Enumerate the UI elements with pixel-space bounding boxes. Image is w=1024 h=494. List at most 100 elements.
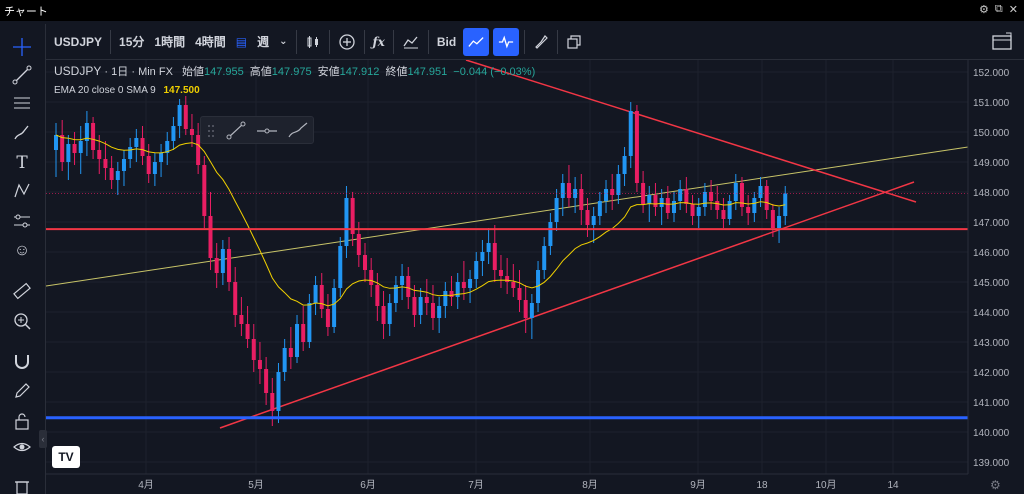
brush-icon[interactable] bbox=[528, 28, 554, 56]
fullscreen-icon[interactable] bbox=[986, 28, 1018, 56]
time-axis[interactable]: 4月 5月 6月 7月 8月 9月 18 10月 14 ⚙ bbox=[46, 473, 1024, 494]
price-axis-bg bbox=[968, 60, 1024, 494]
candle-body bbox=[455, 282, 460, 297]
pattern-icon[interactable] bbox=[11, 180, 33, 202]
lock-icon[interactable] bbox=[11, 410, 33, 432]
drag-handle-icon[interactable] bbox=[208, 125, 214, 137]
time-axis-bg bbox=[46, 474, 1024, 494]
ema-line bbox=[55, 134, 786, 307]
toolbar-divider bbox=[557, 29, 559, 54]
candle-body bbox=[84, 123, 89, 141]
forecast-icon[interactable] bbox=[11, 210, 33, 232]
candle-body bbox=[610, 189, 615, 195]
candle-body bbox=[288, 348, 293, 357]
candle-body bbox=[325, 309, 330, 327]
candle-body bbox=[480, 252, 485, 261]
pulse-icon[interactable] bbox=[493, 27, 520, 56]
candle-body bbox=[727, 201, 732, 219]
indicators-fx-icon[interactable]: ƒx bbox=[372, 34, 385, 49]
candle-body bbox=[498, 270, 503, 276]
interval-15m-button[interactable]: 15分 bbox=[119, 35, 145, 49]
trash-icon[interactable] bbox=[11, 476, 33, 494]
candle-body bbox=[121, 159, 126, 171]
crosshair-icon[interactable] bbox=[11, 36, 33, 58]
horizontal-ray-icon[interactable] bbox=[257, 128, 277, 134]
ruler-icon[interactable] bbox=[11, 280, 33, 302]
fib-icon[interactable] bbox=[11, 92, 33, 114]
candle-body bbox=[171, 126, 176, 141]
zoom-in-icon[interactable] bbox=[11, 310, 33, 332]
indicator-value: 147.500 bbox=[163, 85, 200, 96]
candle-body bbox=[672, 201, 676, 213]
magnet-icon[interactable] bbox=[11, 350, 33, 372]
candle-body bbox=[282, 348, 287, 372]
candle-body bbox=[146, 156, 151, 174]
ema-polyline bbox=[55, 134, 786, 307]
candle-style-icon[interactable] bbox=[300, 28, 326, 56]
window-titlebar: チャート ⚙ ⧉ ✕ bbox=[0, 0, 1024, 21]
interval-4h-button[interactable]: 4時間 bbox=[195, 35, 226, 49]
price-axis[interactable]: 139.000 140.000 141.000 142.000 143.000 144.0… bbox=[967, 60, 1024, 494]
line-chart-icon[interactable] bbox=[463, 27, 490, 56]
legend-symbol[interactable]: USDJPY bbox=[54, 64, 102, 78]
candle-body bbox=[573, 189, 578, 198]
candle-body bbox=[585, 210, 590, 225]
candle-body bbox=[665, 198, 670, 213]
price-chart[interactable]: 146.764140.477147.951 139.000140.000141.… bbox=[46, 60, 1024, 494]
candle-body bbox=[128, 147, 133, 159]
candle-body bbox=[647, 195, 652, 204]
candle-body bbox=[313, 285, 318, 303]
candle-body bbox=[739, 183, 744, 207]
candle-body bbox=[437, 306, 442, 318]
emoji-icon[interactable]: ☺ bbox=[13, 242, 31, 259]
popout-icon[interactable]: ⧉ bbox=[994, 3, 1003, 15]
price-tick-label: 139.000 bbox=[973, 458, 1010, 469]
calendar-icon[interactable]: ▤ bbox=[235, 34, 248, 49]
add-indicator-icon[interactable] bbox=[333, 28, 361, 56]
layout-icon[interactable] bbox=[561, 28, 587, 56]
candle-body bbox=[468, 279, 473, 288]
interval-1h-button[interactable]: 1時間 bbox=[154, 35, 186, 49]
collapse-toolbar-icon[interactable]: ‹ bbox=[39, 430, 47, 448]
trendline-icon[interactable] bbox=[11, 64, 33, 86]
interval-week-button[interactable]: 週 bbox=[257, 35, 270, 49]
candle-body bbox=[653, 195, 658, 207]
chevron-down-icon[interactable]: ⌄ bbox=[279, 36, 288, 47]
time-tick-label: 10月 bbox=[815, 479, 836, 491]
candle-body bbox=[523, 300, 528, 318]
brush-tool-icon[interactable] bbox=[11, 122, 33, 144]
toolbar-divider bbox=[427, 29, 429, 54]
top-toolbar: USDJPY 15分 1時間 4時間 ▤ 週 ⌄ ƒx Bid bbox=[46, 24, 1024, 60]
close-icon[interactable]: ✕ bbox=[1008, 4, 1018, 16]
time-tick-label: 4月 bbox=[138, 479, 154, 491]
symbol-button[interactable]: USDJPY bbox=[54, 34, 103, 49]
candle-body bbox=[295, 324, 300, 357]
candle-body bbox=[715, 201, 720, 210]
indicator-legend: EMA 20 close 0 SMA 9 147.500 bbox=[54, 85, 200, 96]
price-tick-label: 141.000 bbox=[973, 398, 1010, 409]
settings-icon[interactable]: ⚙ bbox=[979, 4, 989, 16]
indicator-name[interactable]: EMA 20 close 0 SMA 9 bbox=[54, 85, 156, 96]
price-tick-label: 145.000 bbox=[973, 278, 1010, 289]
candle-body bbox=[579, 189, 584, 210]
candle-body bbox=[214, 258, 219, 273]
bid-button[interactable]: Bid bbox=[436, 34, 457, 49]
candle-body bbox=[783, 193, 788, 216]
candles bbox=[54, 96, 788, 426]
candle-body bbox=[517, 288, 522, 300]
price-tick-label: 146.000 bbox=[973, 248, 1010, 259]
eye-icon[interactable] bbox=[11, 436, 33, 458]
time-tick-label: 9月 bbox=[690, 479, 706, 491]
candle-body bbox=[424, 297, 429, 303]
candle-body bbox=[400, 276, 405, 285]
brush-mini-icon[interactable] bbox=[288, 122, 308, 138]
candle-body bbox=[752, 198, 757, 213]
text-tool-icon[interactable]: T bbox=[16, 153, 28, 173]
pencil-lock-icon[interactable] bbox=[11, 380, 33, 402]
candle-body bbox=[529, 303, 534, 318]
candle-body bbox=[239, 315, 244, 324]
axis-settings-icon: ⚙ bbox=[990, 478, 1001, 492]
templates-icon[interactable] bbox=[397, 28, 425, 56]
window-title: チャート bbox=[4, 5, 48, 18]
trendline-tool-icon[interactable] bbox=[226, 121, 246, 140]
